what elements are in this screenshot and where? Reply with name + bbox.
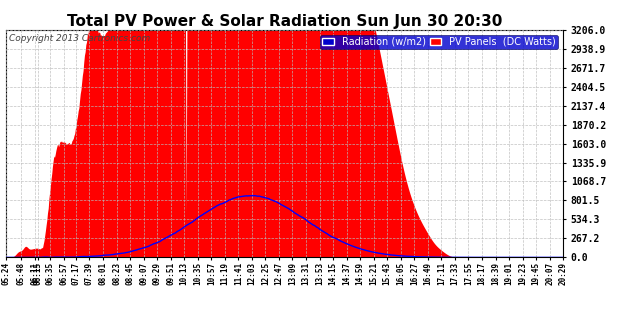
Legend: Radiation (w/m2), PV Panels  (DC Watts): Radiation (w/m2), PV Panels (DC Watts)	[320, 35, 558, 50]
Text: Copyright 2013 Cartronics.com: Copyright 2013 Cartronics.com	[9, 34, 150, 43]
Title: Total PV Power & Solar Radiation Sun Jun 30 20:30: Total PV Power & Solar Radiation Sun Jun…	[67, 14, 502, 28]
